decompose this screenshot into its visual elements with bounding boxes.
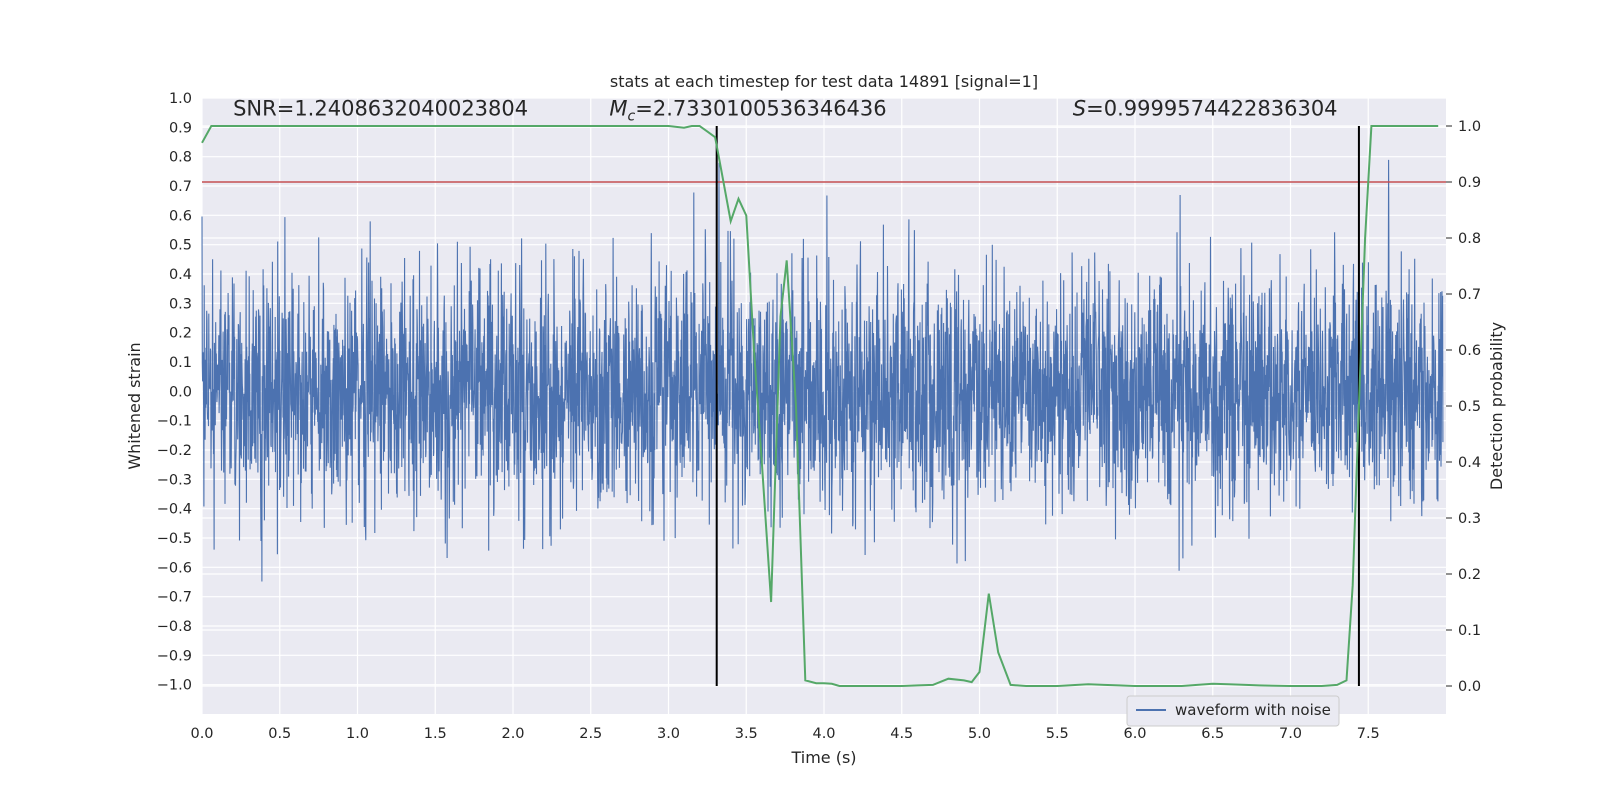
y-tick-label-left: −0.3 [157,472,192,488]
y-tick-label-left: −1.0 [157,678,192,694]
x-axis-label: Time (s) [790,748,856,767]
annotation-score: S=0.9999574422836304 [1073,97,1338,121]
y-tick-label-left: 0.7 [169,179,192,195]
y-tick-label-left: 0.4 [169,267,192,283]
y-tick-label-right: 0.1 [1458,623,1481,639]
legend: waveform with noise [1126,695,1340,727]
y-tick-label-right: 0.9 [1458,175,1481,191]
y-tick-label-left: −0.7 [157,590,192,606]
y-axis-ticks-right: 1.0 0.9 0.8 0.7 0.6 0.5 0.4 0.3 0.2 0.1 0.0 [1446,119,1481,695]
y-tick-label-left: 0.0 [169,384,192,400]
x-tick-label: 1.0 [346,726,369,742]
y-tick-label-left: 0.8 [169,150,192,166]
y-axis-ticks-left: 1.0 0.9 0.8 0.7 0.6 0.5 0.4 0.3 0.2 0.1 0.0 −0.1 −0.… [157,91,192,694]
x-tick-label: 2.0 [501,726,524,742]
y-tick-label-left: 0.3 [169,296,192,312]
series-detection-probability [201,125,1439,687]
x-tick-label: 7.0 [1279,726,1302,742]
x-tick-label: 4.5 [890,726,913,742]
x-tick-label: 0.0 [190,726,213,742]
x-tick-label: 6.5 [1201,726,1224,742]
x-tick-label: 3.5 [735,726,758,742]
x-tick-label: 1.5 [424,726,447,742]
y-tick-label-left: 0.9 [169,120,192,136]
y-tick-label-right: 0.5 [1458,399,1481,415]
y-tick-label-left: −0.5 [157,531,192,547]
x-axis-ticks: 0.0 0.5 1.0 1.5 2.0 2.5 3.0 3.5 4.0 4.5 5.0 5.5 6.0 6… [190,726,1379,742]
y-tick-label-left: −0.8 [157,619,192,635]
annotation-score-value: =0.9999574422836304 [1086,97,1337,121]
x-tick-label: 6.0 [1123,726,1146,742]
annotation-snr: SNR=1.2408632040023804 [233,97,528,121]
annotation-chirp-mass-symbol: M [609,97,627,121]
y-tick-label-left: 1.0 [169,91,192,107]
y-tick-label-right: 0.2 [1458,567,1481,583]
annotation-chirp-mass-value: =2.7330100536346436 [635,97,886,121]
y-tick-label-right: 0.3 [1458,511,1481,527]
chart-title: stats at each timestep for test data 148… [610,72,1038,91]
annotation-score-symbol: S [1073,97,1086,121]
x-tick-label: 2.5 [579,726,602,742]
x-tick-label: 0.5 [268,726,291,742]
annotation-chirp-mass: Mc=2.7330100536346436 [609,97,886,125]
y-tick-label-left: −0.1 [157,414,192,430]
y-tick-label-right: 0.4 [1458,455,1481,471]
series-waveform-with-noise [201,159,1444,582]
legend-label-waveform: waveform with noise [1175,701,1331,719]
y-axis-label-right: Detection probability [1487,322,1506,490]
y-tick-label-right: 0.0 [1458,679,1481,695]
plot-area [201,97,1446,714]
y-tick-label-left: 0.2 [169,326,192,342]
y-tick-label-left: −0.4 [157,502,192,518]
y-tick-label-right: 0.7 [1458,287,1481,303]
y-tick-label-left: −0.6 [157,560,192,576]
y-tick-label-left: 0.1 [169,355,192,371]
x-tick-label: 3.0 [657,726,680,742]
y-axis-label-left: Whitened strain [125,342,144,469]
x-tick-label: 5.5 [1046,726,1069,742]
y-tick-label-left: −0.9 [157,648,192,664]
y-tick-label-left: 0.5 [169,238,192,254]
annotation-chirp-mass-subscript: c [628,109,636,125]
y-tick-label-right: 0.8 [1458,231,1481,247]
x-tick-label: 7.5 [1357,726,1380,742]
x-tick-label: 4.0 [812,726,835,742]
y-tick-label-right: 0.6 [1458,343,1481,359]
x-tick-label: 5.0 [968,726,991,742]
y-tick-label-left: 0.6 [169,208,192,224]
legend-box [1126,695,1340,727]
y-tick-label-left: −0.2 [157,443,192,459]
y-tick-label-right: 1.0 [1458,119,1481,135]
